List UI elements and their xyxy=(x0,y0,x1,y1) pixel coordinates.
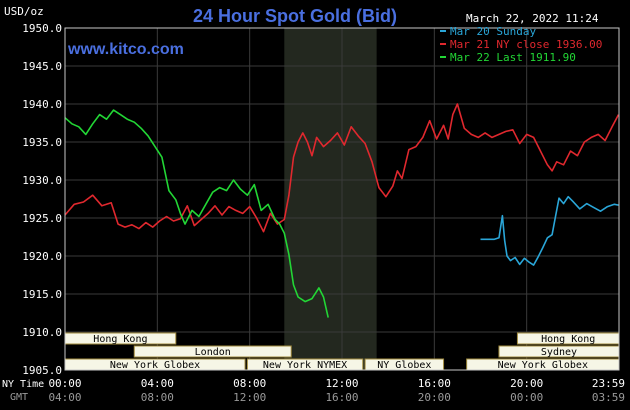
x-tick-label: 00:00 xyxy=(48,377,81,390)
session-bar-label: Sydney xyxy=(541,347,577,358)
x-gmt-tick-label: 08:00 xyxy=(141,391,174,404)
y-tick-label: 1905.0 xyxy=(22,364,62,377)
y-tick-label: 1935.0 xyxy=(22,136,62,149)
nymex-session-shade xyxy=(284,28,377,370)
x-tick-label: 16:00 xyxy=(418,377,451,390)
x-tick-label: 08:00 xyxy=(233,377,266,390)
series-line-0 xyxy=(480,195,619,266)
session-bar-label: NY Globex xyxy=(377,360,431,371)
y-tick-label: 1915.0 xyxy=(22,288,62,301)
session-bar-label: New York NYMEX xyxy=(263,360,347,371)
y-tick-label: 1930.0 xyxy=(22,174,62,187)
chart-date: March 22, 2022 11:24 xyxy=(466,12,599,25)
x-gmt-tick-label: 04:00 xyxy=(48,391,81,404)
y-tick-label: 1920.0 xyxy=(22,250,62,263)
chart-title: 24 Hour Spot Gold (Bid) xyxy=(193,6,397,26)
x-tick-label: 04:00 xyxy=(141,377,174,390)
y-axis: 1905.0 1910.0 1915.0 1920.0 1925.0 1930.0 1935… xyxy=(22,22,62,377)
series-line-2 xyxy=(64,109,329,318)
trading-sessions: Hong Kong London New York Globex New York N… xyxy=(64,332,620,371)
session-bar xyxy=(133,345,292,358)
x-gmt-tick-label: 00:00 xyxy=(510,391,543,404)
session-bar-label: Hong Kong xyxy=(93,334,147,345)
session-bar-label: Hong Kong xyxy=(541,334,595,345)
x-gmt-tick-label: 03:59 xyxy=(592,391,625,404)
series-line-1 xyxy=(64,103,620,233)
y-tick-label: 1945.0 xyxy=(22,60,62,73)
y-axis-label: USD/oz xyxy=(4,5,44,18)
x-tick-label: 23:59 xyxy=(592,377,625,390)
session-bar-label: London xyxy=(195,347,231,358)
y-tick-label: 1940.0 xyxy=(22,98,62,111)
session-bar-label: New York Globex xyxy=(498,360,588,371)
y-tick-label: 1950.0 xyxy=(22,22,62,35)
gridlines xyxy=(65,28,619,370)
source-label: www.kitco.com xyxy=(67,41,184,58)
y-tick-label: 1925.0 xyxy=(22,212,62,225)
series-lines xyxy=(64,103,620,318)
session-bar-label: New York Globex xyxy=(110,360,200,371)
legend-entry: Mar 22 Last 1911.90 xyxy=(450,51,576,64)
x-gmt-tick-label: 16:00 xyxy=(325,391,358,404)
ny-time-caption: NY Time xyxy=(2,379,44,390)
gmt-caption: GMT xyxy=(10,392,28,403)
plot-frame xyxy=(64,27,620,371)
legend-entry: Mar 20 Sunday xyxy=(450,25,536,38)
legend-entry: Mar 21 NY close 1936.00 xyxy=(450,38,602,51)
x-tick-label: 20:00 xyxy=(510,377,543,390)
y-tick-label: 1910.0 xyxy=(22,326,62,339)
x-tick-label: 12:00 xyxy=(325,377,358,390)
x-gmt-tick-label: 20:00 xyxy=(418,391,451,404)
x-axis: 00:0004:0004:0008:0008:0012:0012:0016:00… xyxy=(48,377,625,404)
x-gmt-tick-label: 12:00 xyxy=(233,391,266,404)
